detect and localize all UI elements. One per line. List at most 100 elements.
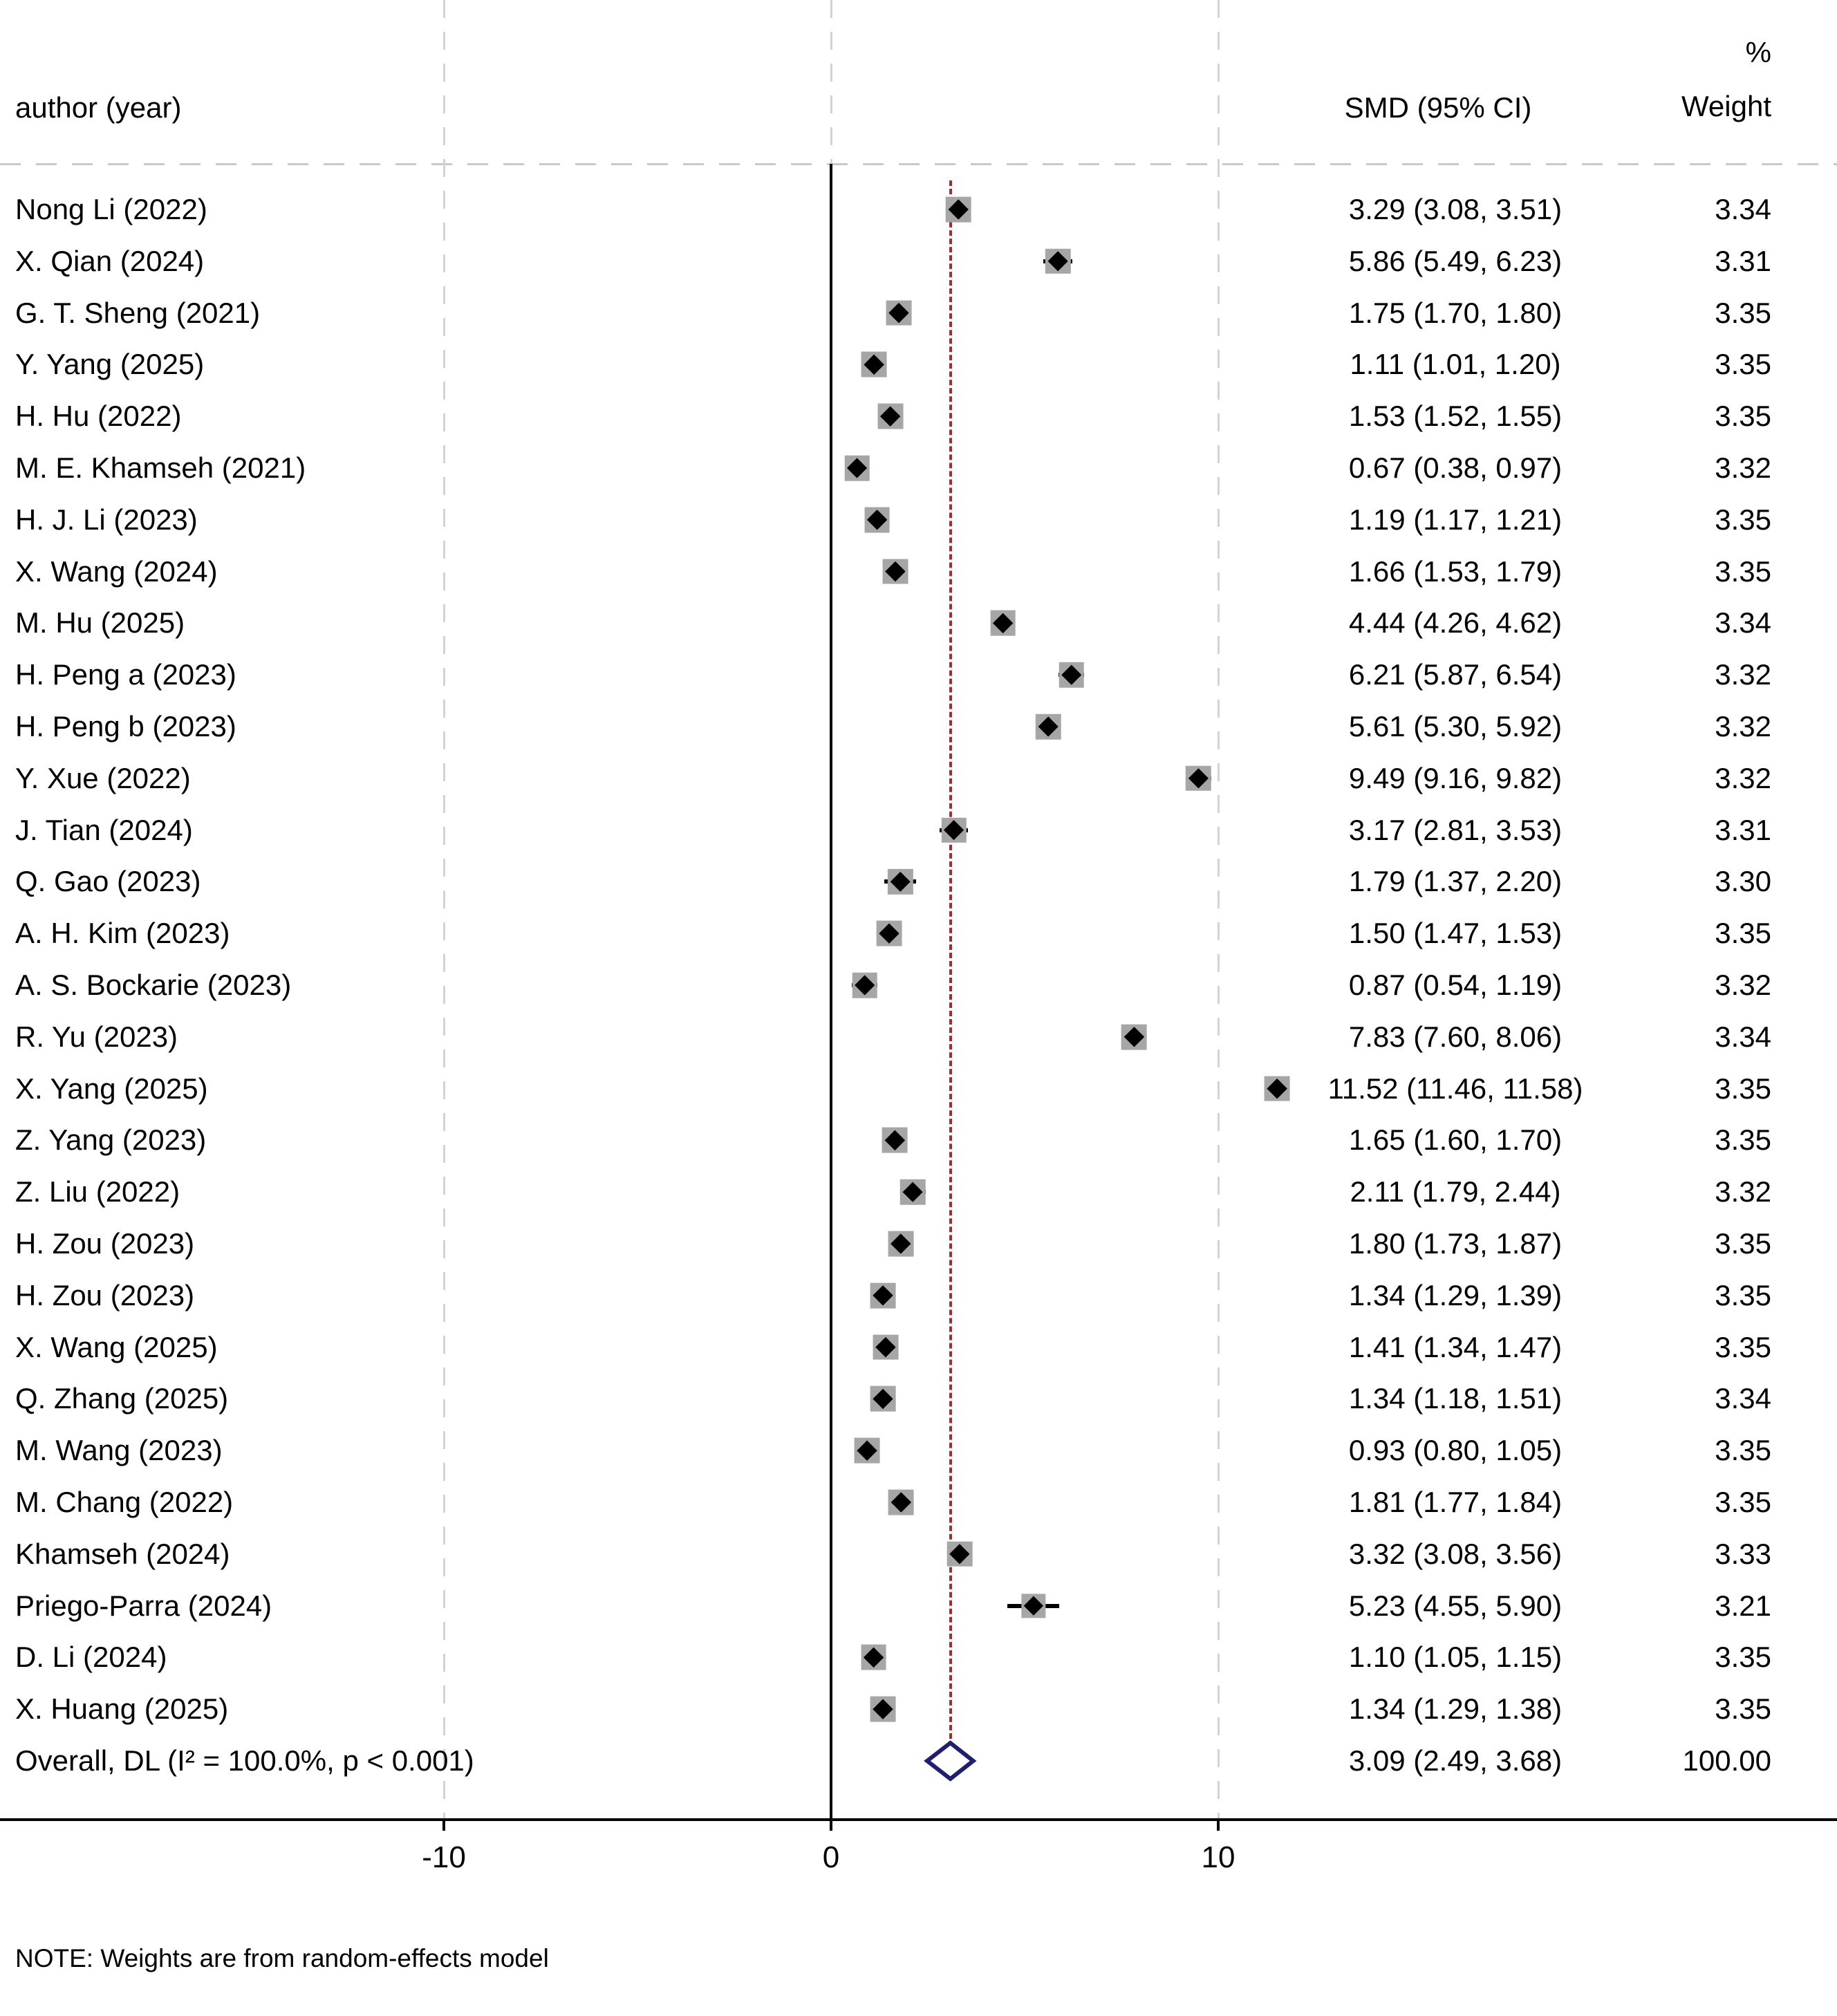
weight-label: 3.35: [1715, 296, 1771, 329]
weight-label: 3.35: [1715, 1641, 1771, 1674]
footnote: NOTE: Weights are from random-effects mo…: [15, 1944, 549, 1972]
weight-label: 3.35: [1715, 1123, 1771, 1157]
study-author: M. Chang (2022): [15, 1486, 234, 1518]
study-author: Nong Li (2022): [15, 193, 207, 225]
study-author: X. Wang (2024): [15, 554, 218, 588]
study-author: A. S. Bockarie (2023): [15, 969, 292, 1001]
study-author: Z. Liu (2022): [15, 1175, 180, 1208]
smd-ci-label: 1.34 (1.18, 1.51): [1348, 1382, 1563, 1415]
smd-ci-label: 1.79 (1.37, 2.20): [1348, 865, 1563, 898]
smd-ci-label: 5.86 (5.49, 6.23): [1348, 244, 1563, 277]
weight-label: 3.35: [1715, 1227, 1771, 1260]
study-author: M. Hu (2025): [15, 606, 185, 640]
weight-label: 3.32: [1715, 658, 1771, 691]
weight-label: 3.32: [1715, 761, 1771, 794]
study-author: G. T. Sheng (2021): [15, 296, 261, 329]
weight-label: 3.35: [1715, 1434, 1771, 1467]
study-author: A. H. Kim (2023): [15, 917, 230, 950]
weight-label: 3.31: [1715, 244, 1771, 277]
study-author: H. J. Li (2023): [15, 503, 198, 536]
smd-ci-label: 5.23 (4.55, 5.90): [1348, 1589, 1563, 1622]
study-author: X. Huang (2025): [15, 1692, 229, 1726]
weight-label: 3.31: [1715, 813, 1771, 846]
weight-label: 3.35: [1715, 554, 1771, 588]
column-header-weight-pct: %: [1745, 36, 1771, 68]
x-axis-tick-10: [1217, 1818, 1220, 1831]
weight-label: 3.34: [1715, 193, 1771, 225]
gridline-x-10: [1217, 0, 1220, 1818]
gridline-x--10: [442, 0, 445, 1818]
study-author: H. Peng b (2023): [15, 710, 236, 743]
smd-ci-label: 3.17 (2.81, 3.53): [1348, 813, 1563, 846]
weight-label: 3.33: [1715, 1537, 1771, 1570]
weight-label: 3.32: [1715, 451, 1771, 484]
smd-ci-label: 11.52 (11.46, 11.58): [1327, 1072, 1583, 1105]
smd-ci-label: 7.83 (7.60, 8.06): [1348, 1020, 1563, 1053]
smd-ci-label: 1.10 (1.05, 1.15): [1348, 1641, 1563, 1674]
smd-ci-label: 1.75 (1.70, 1.80): [1348, 296, 1563, 329]
x-axis-tick-label-10: 10: [1201, 1840, 1235, 1874]
study-author: J. Tian (2024): [15, 813, 193, 846]
smd-ci-label: 1.11 (1.01, 1.20): [1350, 348, 1561, 381]
smd-ci-label: 0.67 (0.38, 0.97): [1348, 451, 1563, 484]
column-header-weight: Weight: [1681, 90, 1771, 122]
x-axis-tick--10: [442, 1818, 445, 1831]
study-author: H. Zou (2023): [15, 1278, 195, 1312]
smd-ci-label: 2.11 (1.79, 2.44): [1350, 1175, 1561, 1208]
study-author: Y. Yang (2025): [15, 348, 205, 381]
weight-label: 3.32: [1715, 710, 1771, 743]
study-author: M. E. Khamseh (2021): [15, 451, 306, 484]
smd-ci-label: 0.87 (0.54, 1.19): [1348, 969, 1563, 1001]
smd-ci-label: 1.80 (1.73, 1.87): [1348, 1227, 1563, 1260]
x-axis-line: [0, 1818, 1837, 1821]
smd-ci-label: 1.41 (1.34, 1.47): [1348, 1330, 1563, 1363]
smd-ci-label: 1.34 (1.29, 1.38): [1348, 1692, 1563, 1726]
header-separator-line: [0, 163, 1837, 165]
smd-ci-label: 4.44 (4.26, 4.62): [1348, 606, 1563, 640]
smd-ci-label: 1.34 (1.29, 1.39): [1348, 1278, 1563, 1312]
weight-label: 3.35: [1715, 348, 1771, 381]
smd-ci-label: 0.93 (0.80, 1.05): [1348, 1434, 1563, 1467]
study-author: Priego-Parra (2024): [15, 1589, 272, 1622]
weight-label: 3.32: [1715, 969, 1771, 1001]
weight-label: 3.34: [1715, 1020, 1771, 1053]
smd-ci-label: 1.53 (1.52, 1.55): [1348, 400, 1563, 433]
weight-label: 3.30: [1715, 865, 1771, 898]
study-author: Khamseh (2024): [15, 1537, 230, 1570]
weight-label: 3.35: [1715, 503, 1771, 536]
weight-label: 3.32: [1715, 1175, 1771, 1208]
overall-label: Overall, DL (I² = 100.0%, p < 0.001): [15, 1744, 474, 1777]
smd-ci-label: 5.61 (5.30, 5.92): [1348, 710, 1563, 743]
weight-label: 3.34: [1715, 1382, 1771, 1415]
smd-ci-label: 1.50 (1.47, 1.53): [1348, 917, 1563, 950]
weight-label: 3.35: [1715, 1330, 1771, 1363]
study-author: X. Wang (2025): [15, 1330, 218, 1363]
study-author: H. Zou (2023): [15, 1227, 195, 1260]
zero-line: [830, 164, 832, 1818]
weight-label: 3.34: [1715, 606, 1771, 640]
overall-diamond: [924, 1740, 977, 1782]
weight-label: 3.35: [1715, 917, 1771, 950]
weight-label: 3.35: [1715, 1692, 1771, 1726]
smd-ci-label: 1.19 (1.17, 1.21): [1348, 503, 1563, 536]
study-author: Z. Yang (2023): [15, 1123, 207, 1157]
x-axis-tick-label-0: 0: [822, 1840, 840, 1874]
study-author: Q. Gao (2023): [15, 865, 201, 898]
column-header-smd: SMD (95% CI): [1344, 91, 1532, 124]
study-author: R. Yu (2023): [15, 1020, 178, 1053]
smd-ci-label: 3.32 (3.08, 3.56): [1348, 1537, 1563, 1570]
smd-ci-label: 6.21 (5.87, 6.54): [1348, 658, 1563, 691]
overall-smd-ci-label: 3.09 (2.49, 3.68): [1348, 1744, 1563, 1777]
x-axis-tick-0: [830, 1818, 832, 1831]
study-author: Q. Zhang (2025): [15, 1382, 229, 1415]
column-header-author: author (year): [15, 91, 182, 124]
study-author: M. Wang (2023): [15, 1434, 223, 1467]
study-author: Y. Xue (2022): [15, 761, 191, 794]
weight-label: 3.35: [1715, 1072, 1771, 1105]
smd-ci-label: 1.65 (1.60, 1.70): [1348, 1123, 1563, 1157]
smd-ci-label: 3.29 (3.08, 3.51): [1348, 193, 1563, 225]
smd-ci-label: 1.66 (1.53, 1.79): [1348, 554, 1563, 588]
overall-reference-line: [949, 180, 953, 1780]
x-axis-tick-label--10: -10: [422, 1840, 466, 1874]
